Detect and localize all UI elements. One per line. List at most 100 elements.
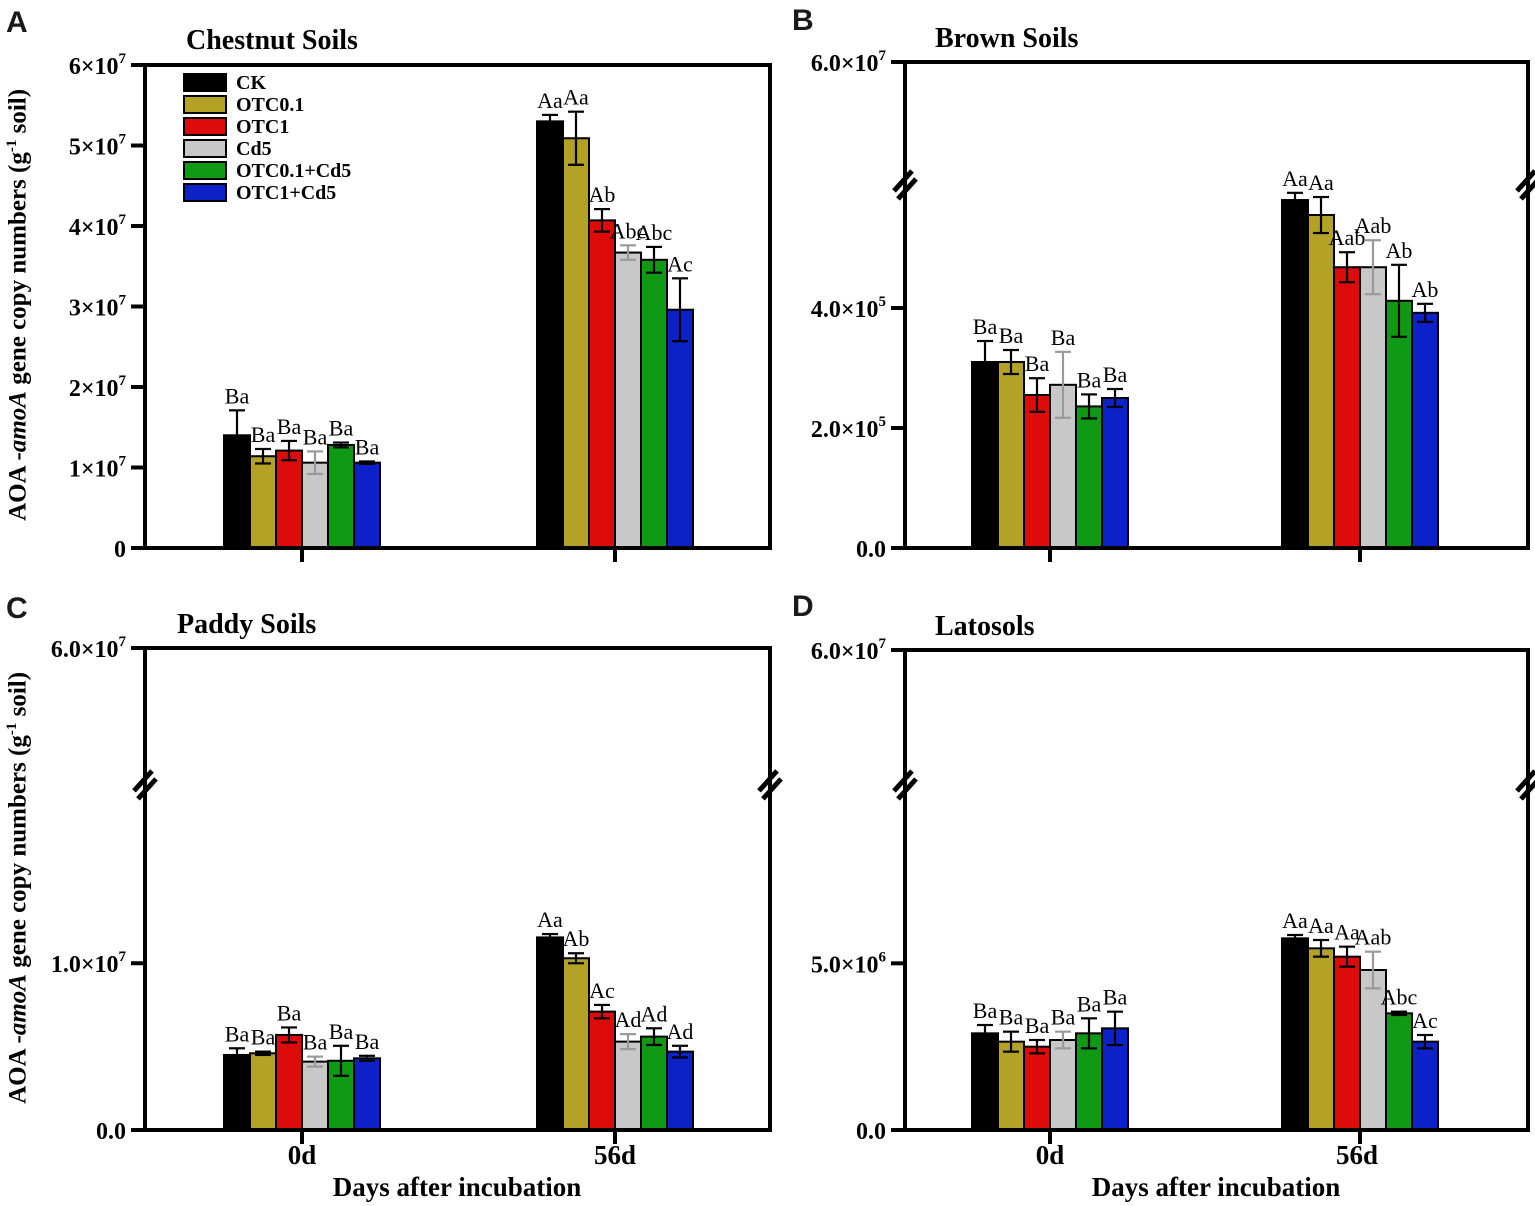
bar-OTC0.1-0d bbox=[249, 455, 277, 550]
y-axis-label-text: AOA - bbox=[4, 1035, 32, 1104]
legend-swatch bbox=[183, 139, 227, 158]
bar-OTC1-0d bbox=[1023, 394, 1051, 549]
y-axis-label-top: AOA -amoA gene copy numbers (g-1 soil) bbox=[4, 45, 32, 565]
error-bar-Cd5-0d bbox=[1055, 1030, 1071, 1050]
error-bar-CK-56d bbox=[1287, 191, 1303, 209]
bar-OTC1-56d bbox=[588, 1010, 616, 1132]
sig-label-OTC0.1-56d: Ab bbox=[563, 926, 590, 951]
sig-label-OTC1-0d: Ba bbox=[1025, 1013, 1050, 1038]
bar-Cd5-0d bbox=[1049, 1039, 1077, 1131]
y-axis-label-italic: amoA bbox=[4, 974, 32, 1036]
break-slash bbox=[136, 777, 158, 801]
sig-label-Cd5-56d: Ad bbox=[615, 1007, 642, 1032]
y-axis-label-bottom: AOA -amoA gene copy numbers (g-1 soil) bbox=[4, 628, 32, 1148]
panel-title-brown: Brown Soils bbox=[935, 23, 1079, 54]
y-tick-label: 0.0 bbox=[96, 1119, 126, 1145]
legend-swatch bbox=[183, 161, 227, 180]
sig-label-Cd5-56d: Aab bbox=[1355, 925, 1392, 950]
x-tick-0d-latosols: 0d bbox=[1035, 1140, 1065, 1170]
y-tick-label: 0.0 bbox=[856, 537, 886, 563]
bar-OTC1+Cd5-56d bbox=[1411, 311, 1439, 549]
bar-Cd5-56d bbox=[614, 1040, 642, 1132]
y-axis-label-text: AOA - bbox=[4, 452, 32, 521]
axis-break bbox=[757, 769, 783, 801]
error-bar-OTC0.1+Cd5-0d bbox=[1081, 1017, 1097, 1050]
bar-OTC1-0d bbox=[275, 449, 303, 549]
error-bar-OTC1-56d bbox=[1339, 251, 1355, 284]
y-tick-label: 4.0×105 bbox=[811, 294, 886, 323]
error-bar-Cd5-0d bbox=[307, 1055, 323, 1068]
sig-label-OTC0.1+Cd5-56d: Abc bbox=[1381, 985, 1418, 1010]
sig-label-OTC1+Cd5-56d: Ac bbox=[667, 251, 693, 276]
sig-label-OTC0.1-0d: Ba bbox=[251, 422, 276, 447]
x-tick-56d-latosols: 56d bbox=[1335, 1140, 1379, 1170]
sig-label-OTC0.1-0d: Ba bbox=[251, 1025, 276, 1050]
error-bar-OTC0.1+Cd5-56d bbox=[646, 1027, 662, 1047]
x-tick-56d-paddy: 56d bbox=[593, 1140, 637, 1170]
panel-title-paddy: Paddy Soils bbox=[177, 609, 317, 640]
sig-label-OTC1+Cd5-0d: Ba bbox=[355, 1029, 380, 1054]
y-tick-label: 0 bbox=[114, 537, 126, 563]
y-tick-label: 4×107 bbox=[69, 212, 127, 241]
y-tick-label: 6.0×107 bbox=[51, 634, 127, 663]
panel-title-latosols: Latosols bbox=[935, 611, 1035, 642]
sig-label-OTC0.1-56d: Aa bbox=[563, 85, 589, 110]
error-bar-OTC1-56d bbox=[1339, 945, 1355, 968]
y-tick-label: 6×107 bbox=[69, 51, 127, 80]
bar-Cd5-56d bbox=[1359, 266, 1387, 549]
bar-OTC0.1+Cd5-56d bbox=[640, 258, 668, 549]
legend-item: CK bbox=[183, 73, 351, 93]
axis-box bbox=[903, 60, 1530, 550]
sig-label-OTC0.1+Cd5-0d: Ba bbox=[1077, 991, 1102, 1016]
bar-OTC1+Cd5-0d bbox=[1101, 397, 1129, 549]
y-tick-label: 1×107 bbox=[69, 454, 127, 483]
error-bar-OTC1-56d bbox=[594, 207, 610, 233]
error-bar-Cd5-0d bbox=[307, 450, 323, 476]
break-slash bbox=[896, 177, 918, 201]
error-bar-OTC1-0d bbox=[281, 1026, 297, 1044]
bar-CK-0d bbox=[971, 361, 999, 549]
bar-OTC0.1-56d bbox=[562, 137, 590, 549]
panel-letter-a: A bbox=[6, 6, 28, 39]
error-bar-OTC1+Cd5-56d bbox=[672, 1044, 688, 1059]
sig-label-Cd5-0d: Ba bbox=[1051, 325, 1076, 350]
axis-box bbox=[143, 646, 772, 1132]
sig-label-Cd5-56d: Abc bbox=[610, 218, 647, 243]
bar-OTC0.1+Cd5-56d bbox=[1385, 1012, 1413, 1131]
sig-label-OTC1+Cd5-0d: Ba bbox=[355, 434, 380, 459]
sig-label-CK-56d: Aa bbox=[1282, 166, 1308, 191]
break-slash bbox=[761, 777, 783, 801]
legend-item: OTC0.1 bbox=[183, 95, 351, 115]
y-tick-label: 5.0×106 bbox=[811, 949, 887, 978]
break-slash bbox=[1515, 769, 1535, 793]
error-bar-OTC1-0d bbox=[1029, 377, 1045, 413]
legend-label: Cd5 bbox=[236, 137, 272, 160]
sig-label-OTC1-0d: Ba bbox=[1025, 351, 1050, 376]
y-tick-label: 2×107 bbox=[69, 373, 127, 402]
y-axis-label-sup: -1 bbox=[4, 722, 21, 736]
bar-Cd5-56d bbox=[614, 251, 642, 549]
error-bar-OTC1+Cd5-56d bbox=[1417, 1033, 1433, 1050]
y-tick-label: 2.0×105 bbox=[811, 414, 886, 443]
legend: CK OTC0.1 OTC1 Cd5 OTC0.1+Cd5 OTC1+Cd5 bbox=[183, 73, 351, 205]
legend-item: OTC0.1+Cd5 bbox=[183, 161, 351, 181]
y-axis-label-mid: gene copy numbers (g bbox=[4, 152, 32, 392]
bar-CK-56d bbox=[1281, 937, 1309, 1131]
bar-OTC0.1+Cd5-56d bbox=[640, 1035, 668, 1131]
bar-CK-56d bbox=[536, 936, 564, 1131]
sig-label-OTC0.1-56d: Aa bbox=[1308, 913, 1334, 938]
error-bar-Cd5-56d bbox=[1365, 239, 1381, 296]
sig-label-Cd5-0d: Ba bbox=[303, 424, 328, 449]
bar-CK-56d bbox=[536, 120, 564, 549]
error-bar-OTC0.1+Cd5-56d bbox=[646, 245, 662, 274]
break-slash bbox=[892, 169, 914, 193]
error-bar-OTC1+Cd5-56d bbox=[672, 277, 688, 343]
sig-label-CK-0d: Ba bbox=[225, 383, 250, 408]
break-slash bbox=[1519, 179, 1535, 201]
axis-break bbox=[892, 769, 918, 801]
bar-OTC1-56d bbox=[1333, 955, 1361, 1132]
error-bar-Cd5-56d bbox=[1365, 950, 1381, 990]
